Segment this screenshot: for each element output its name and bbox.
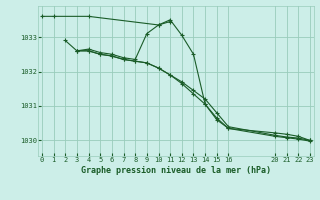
X-axis label: Graphe pression niveau de la mer (hPa): Graphe pression niveau de la mer (hPa) xyxy=(81,166,271,175)
